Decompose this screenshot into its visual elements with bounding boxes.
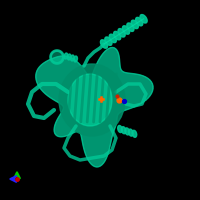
Ellipse shape xyxy=(67,54,71,60)
Ellipse shape xyxy=(121,127,126,134)
Ellipse shape xyxy=(68,74,112,126)
Ellipse shape xyxy=(74,56,77,62)
Ellipse shape xyxy=(114,31,121,40)
Ellipse shape xyxy=(131,20,138,29)
Ellipse shape xyxy=(132,130,137,137)
Ellipse shape xyxy=(64,53,68,59)
Ellipse shape xyxy=(125,128,130,135)
Ellipse shape xyxy=(71,55,74,61)
Ellipse shape xyxy=(127,23,134,31)
Ellipse shape xyxy=(136,17,143,26)
Ellipse shape xyxy=(109,34,116,43)
Ellipse shape xyxy=(122,26,130,34)
Ellipse shape xyxy=(118,29,125,37)
Ellipse shape xyxy=(140,15,147,23)
Polygon shape xyxy=(36,47,153,167)
Ellipse shape xyxy=(105,37,112,45)
Polygon shape xyxy=(51,51,63,63)
Ellipse shape xyxy=(100,40,108,48)
Ellipse shape xyxy=(128,129,133,136)
Ellipse shape xyxy=(59,64,125,136)
Ellipse shape xyxy=(118,125,122,133)
